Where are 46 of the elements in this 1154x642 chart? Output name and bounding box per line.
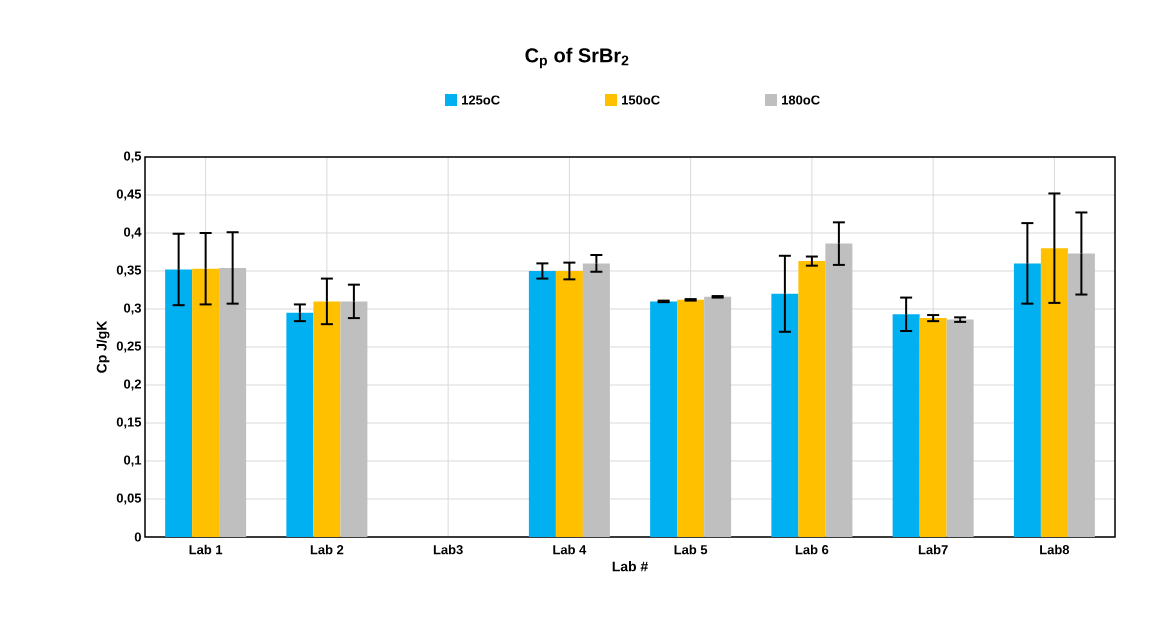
chart-title: C$_{p}$ of SrBr$_{2}$ [525, 47, 629, 69]
y-tick-label: 0,05 [116, 493, 142, 505]
bar [286, 312, 314, 537]
bar [313, 301, 341, 537]
bar [528, 270, 556, 537]
bar [555, 270, 583, 537]
x-tick-label: Lab 4 [553, 544, 587, 555]
bar [798, 261, 826, 537]
bar [1067, 253, 1095, 537]
legend-label: 180oC [782, 95, 820, 105]
x-tick-label: Lab 1 [189, 544, 223, 555]
legend-label: 150oC [622, 95, 660, 105]
y-tick-label: 0,45 [116, 189, 142, 201]
x-tick-label: Lab 6 [795, 544, 829, 555]
y-tick-label: 0,15 [116, 417, 142, 429]
y-tick-label: 0,25 [116, 341, 142, 353]
legend-label: 125oC [462, 95, 500, 105]
y-tick-label: 0,4 [124, 227, 142, 239]
bar [582, 263, 610, 537]
bar [677, 299, 705, 537]
bar [192, 268, 220, 537]
y-tick-label: 0,2 [124, 379, 141, 391]
y-tick-label: 0,35 [116, 265, 142, 277]
bar [946, 319, 974, 537]
bar [704, 296, 732, 537]
bar [892, 314, 920, 537]
x-axis-title: Lab # [612, 561, 648, 572]
bar [219, 267, 247, 537]
bar [650, 301, 678, 537]
y-tick-label: 0,1 [124, 455, 142, 467]
bar [165, 269, 193, 537]
x-tick-label: Lab 5 [674, 544, 708, 555]
x-tick-label: Lab 2 [310, 544, 344, 555]
x-tick-label: Lab3 [433, 544, 463, 555]
y-tick-label: 0,5 [124, 151, 142, 163]
bar [1040, 248, 1068, 537]
y-axis-title: Cp J/gK [96, 320, 110, 373]
y-tick-label: 0,3 [124, 303, 142, 315]
bar [771, 293, 799, 537]
x-tick-label: Lab8 [1040, 544, 1070, 555]
y-tick-label: 0 [134, 532, 141, 542]
bar [825, 243, 853, 537]
x-tick-label: Lab7 [918, 544, 948, 555]
bar [1013, 263, 1041, 537]
bar [919, 318, 947, 537]
bar [340, 301, 368, 537]
